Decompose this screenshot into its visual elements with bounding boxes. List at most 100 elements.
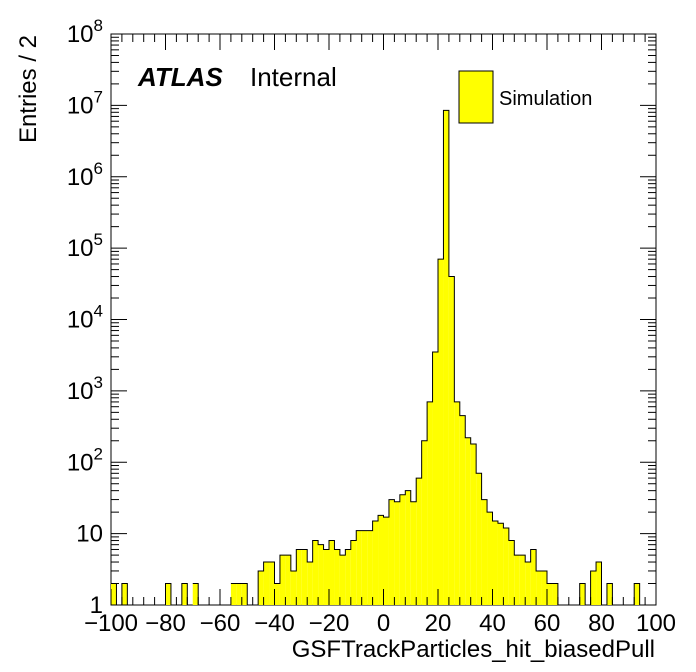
histogram-bar	[230, 583, 237, 605]
atlas-label-bold: ATLAS	[137, 62, 223, 92]
histogram-bar	[329, 540, 335, 605]
histogram-bar	[476, 473, 482, 605]
histogram-bar	[258, 570, 264, 605]
x-tick-label: 100	[636, 610, 676, 637]
histogram-bar	[394, 501, 400, 605]
histogram-bar	[290, 570, 297, 605]
histogram-bar	[470, 444, 477, 605]
histogram-bar	[590, 570, 597, 605]
y-tick-label: 1	[90, 592, 103, 619]
legend: Simulation	[458, 70, 592, 124]
histogram-bar	[596, 562, 602, 605]
histogram-bar	[448, 276, 455, 605]
histogram-bar	[279, 555, 286, 605]
histogram-bar	[285, 555, 291, 605]
histogram-bar	[410, 501, 417, 605]
y-tick-label: 108	[67, 16, 103, 48]
histogram-bar	[541, 570, 547, 605]
histogram-bar	[519, 555, 526, 605]
histogram-bar	[339, 555, 346, 605]
atlas-label-text: Internal	[250, 62, 337, 92]
histogram-bar	[378, 515, 384, 605]
x-tick-label: −80	[145, 610, 186, 637]
histogram-bar	[427, 401, 433, 605]
histogram-bar	[367, 530, 373, 605]
atlas-label: ATLAS Internal	[137, 62, 337, 92]
histogram-bar	[606, 583, 613, 605]
histogram-bar	[356, 530, 362, 605]
y-tick-label: 102	[67, 444, 103, 476]
y-axis-ticks: 1 10 102 103 104 105 106 107 108	[67, 16, 656, 619]
x-tick-label: −20	[309, 610, 350, 637]
y-tick-label: 103	[67, 373, 103, 405]
histogram-bar	[334, 549, 340, 605]
histogram-bar	[432, 352, 438, 605]
histogram-bar	[165, 583, 171, 605]
histogram-bar	[372, 521, 379, 605]
histogram-bars	[111, 109, 646, 606]
histogram-bar	[465, 437, 471, 605]
x-tick-label: −40	[254, 610, 295, 637]
histogram-bar	[530, 549, 537, 605]
histogram-bar	[111, 583, 117, 605]
legend-label: Simulation	[499, 88, 592, 110]
histogram-bar	[459, 415, 466, 605]
histogram-bar	[296, 549, 302, 605]
histogram-bar	[552, 583, 558, 605]
y-tick-label: 107	[67, 87, 103, 119]
y-tick-label: 10	[76, 521, 103, 548]
histogram-bar	[536, 570, 542, 605]
y-axis-label: Entries / 2	[15, 35, 42, 143]
histogram-bar	[481, 499, 488, 605]
histogram-bar	[492, 521, 498, 605]
histogram-bar	[487, 512, 493, 605]
x-tick-label: 60	[534, 610, 561, 637]
histogram-bar	[388, 499, 395, 605]
histogram-bar	[121, 583, 128, 605]
histogram-bar	[579, 583, 586, 605]
histogram-bar	[421, 440, 428, 605]
histogram-bar	[350, 540, 357, 605]
histogram-bar	[307, 562, 313, 605]
histogram-bar	[634, 583, 640, 605]
histogram-bar	[263, 562, 270, 605]
histogram-bar	[269, 562, 275, 605]
x-tick-label: −100	[84, 610, 138, 637]
x-tick-label: 20	[425, 610, 452, 637]
histogram-bar	[323, 549, 329, 605]
histogram-bar	[383, 517, 389, 605]
histogram-bar	[438, 259, 444, 605]
x-tick-label: −60	[200, 610, 241, 637]
histogram-bar	[312, 540, 319, 605]
histogram-bar	[497, 523, 504, 605]
x-tick-label: 80	[588, 610, 615, 637]
histogram-bar	[301, 549, 308, 605]
histogram-bar	[241, 583, 248, 605]
histogram-bar	[236, 583, 242, 605]
x-axis-label: GSFTrackParticles_hit_biasedPull	[292, 636, 655, 663]
histogram-bar	[181, 583, 188, 605]
histogram-bar	[361, 530, 368, 605]
x-tick-label: 0	[377, 610, 390, 637]
histogram-bar	[454, 401, 460, 605]
y-tick-label: 105	[67, 230, 103, 262]
x-axis-ticks: −100 −80 −60 −40 −20 0 20 40 60 80 100	[84, 34, 676, 637]
histogram-bar	[318, 544, 324, 605]
histogram-bar	[274, 583, 280, 605]
histogram-bar	[399, 494, 406, 605]
histogram-bar	[443, 110, 449, 606]
histogram-bar	[525, 562, 531, 605]
x-tick-label: 40	[479, 610, 506, 637]
y-tick-label: 106	[67, 159, 103, 191]
histogram-bar	[514, 555, 520, 605]
histogram-bar	[503, 527, 509, 605]
histogram-bar	[405, 490, 411, 605]
legend-swatch	[458, 70, 494, 124]
y-tick-label: 104	[67, 302, 103, 334]
histogram-bar	[345, 549, 351, 605]
histogram-bar	[508, 540, 515, 605]
histogram-bar	[192, 583, 199, 605]
histogram-bar	[547, 583, 553, 605]
histogram-bar	[416, 478, 422, 605]
